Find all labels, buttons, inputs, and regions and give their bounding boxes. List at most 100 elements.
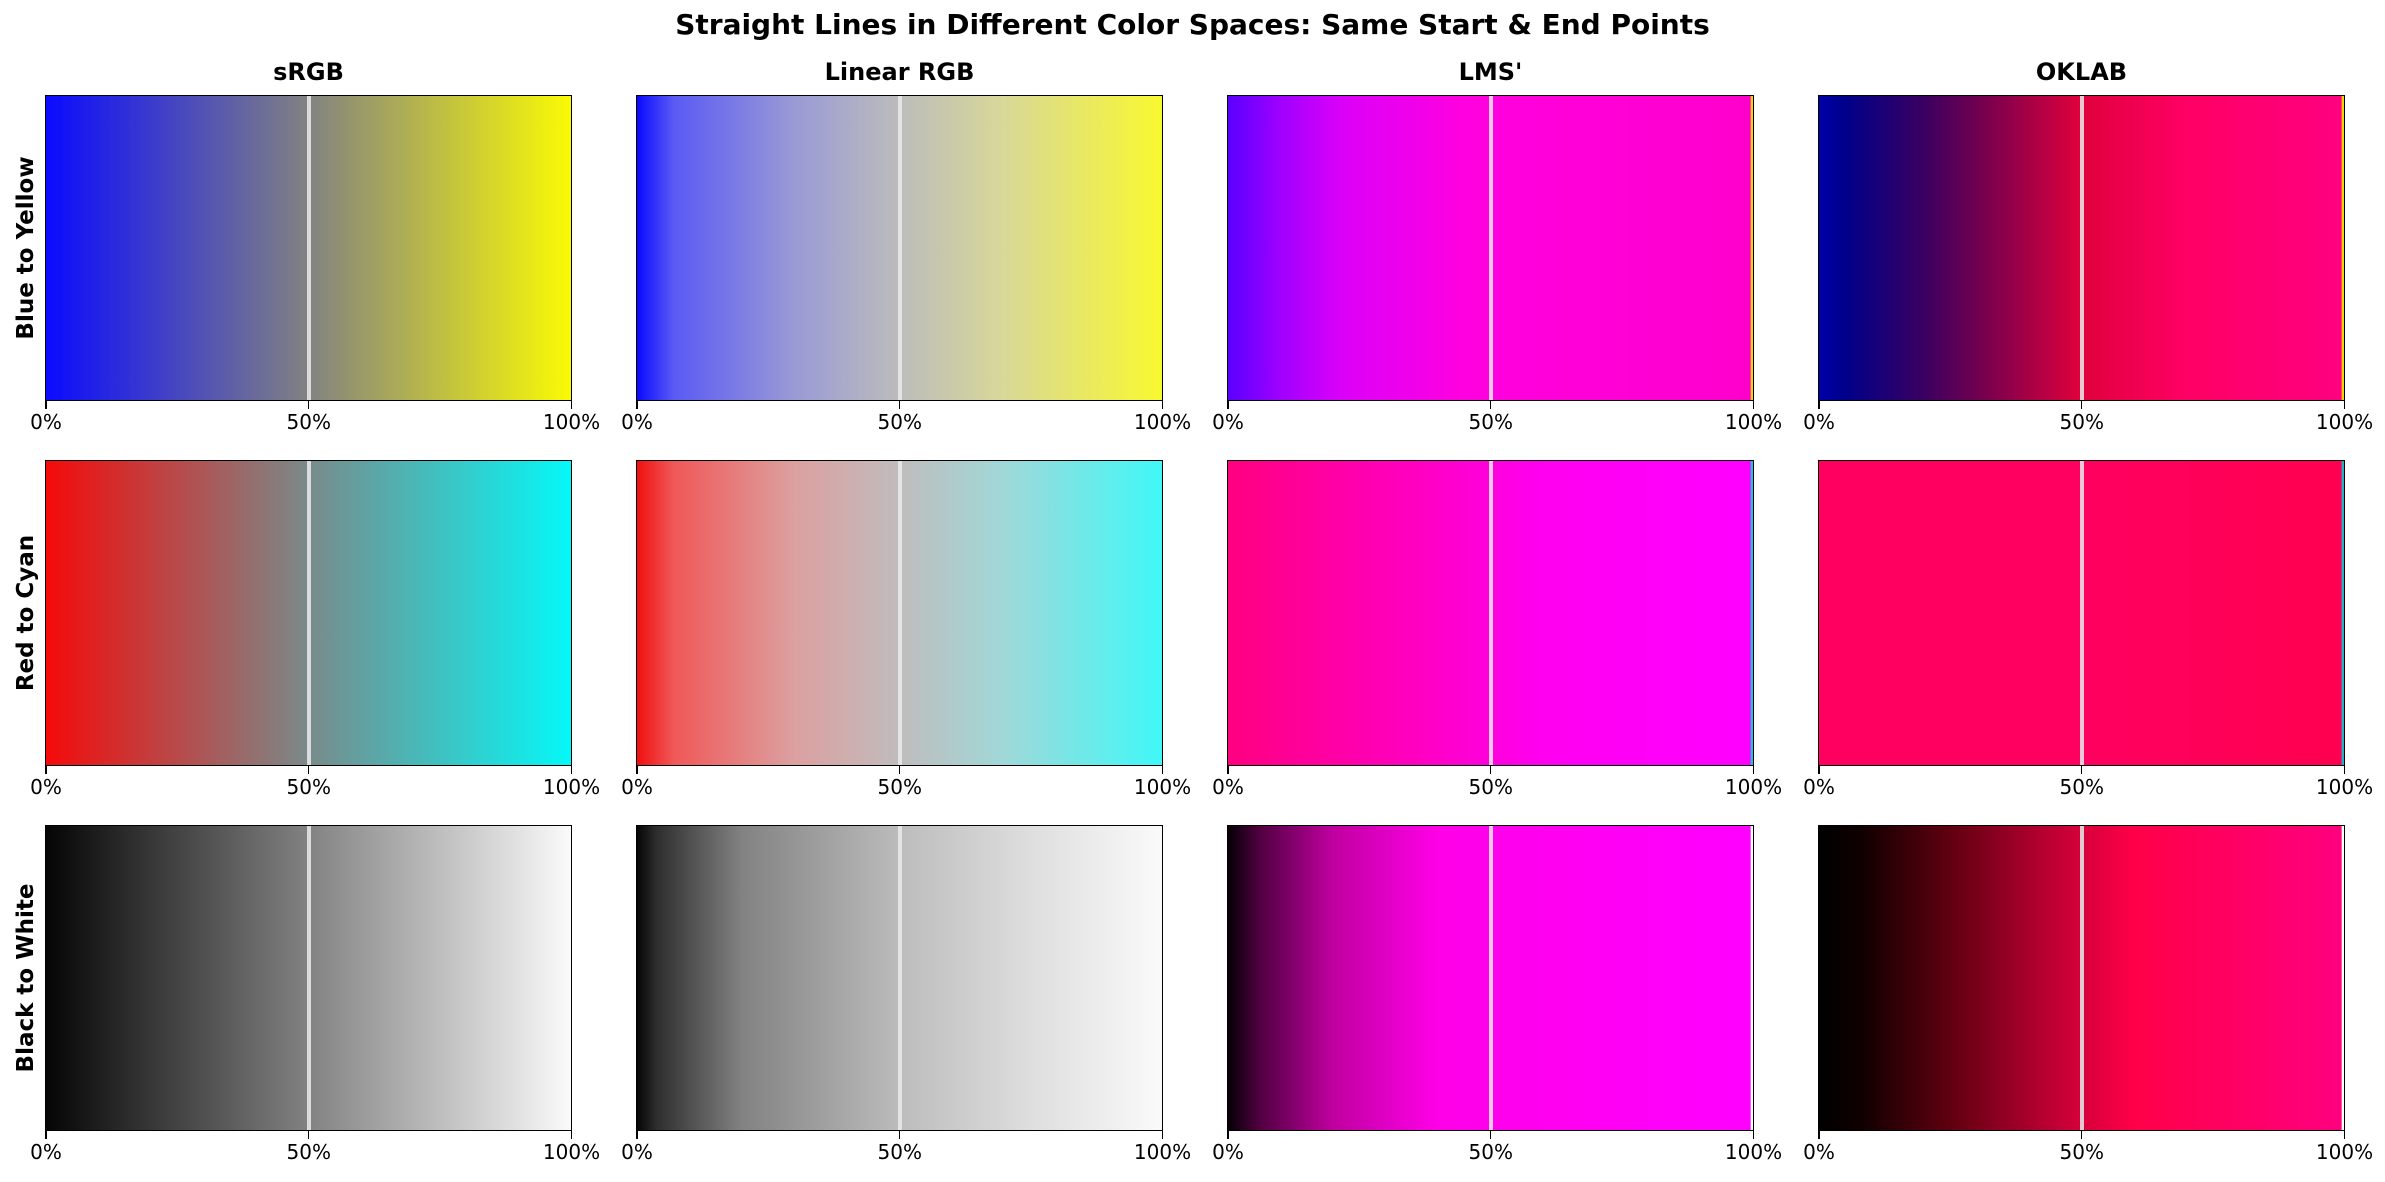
x-tick-label: 0% <box>1803 1140 1835 1164</box>
midpoint-line <box>897 461 902 765</box>
x-tick <box>1227 766 1229 774</box>
x-tick <box>307 1131 310 1139</box>
x-tick <box>636 766 638 774</box>
x-tick-label: 50% <box>877 1140 922 1164</box>
gradient-panel-black-to-white-linear-rgb <box>636 825 1163 1131</box>
x-tick-label: 50% <box>2059 775 2104 799</box>
x-tick <box>45 401 47 409</box>
x-tick-label: 0% <box>1212 775 1244 799</box>
midpoint-line <box>897 826 902 1130</box>
gradient-panel-red-to-cyan-oklab <box>1818 460 2345 766</box>
gradient-panel-red-to-cyan-lms <box>1227 460 1754 766</box>
x-tick <box>2080 766 2083 774</box>
x-tick <box>1161 1131 1163 1139</box>
gradient-panel-black-to-white-oklab <box>1818 825 2345 1131</box>
column-title-oklab: OKLAB <box>2035 58 2128 86</box>
x-tick-label: 100% <box>542 775 601 799</box>
x-tick-label: 0% <box>1212 410 1244 434</box>
x-tick-label: 0% <box>30 775 62 799</box>
x-tick-label: 100% <box>542 1140 601 1164</box>
x-tick-label: 50% <box>877 410 922 434</box>
x-tick <box>1752 1131 1754 1139</box>
gradient-panel-blue-to-yellow-lms <box>1227 95 1754 401</box>
x-tick <box>1752 401 1754 409</box>
x-tick <box>1489 401 1492 409</box>
gradient-panel-black-to-white-lms <box>1227 825 1754 1131</box>
x-tick <box>2343 1131 2345 1139</box>
row-title-blue-to-yellow: Blue to Yellow <box>13 156 39 340</box>
x-tick-label: 50% <box>2059 1140 2104 1164</box>
midpoint-line <box>1488 826 1493 1130</box>
x-tick <box>307 401 310 409</box>
column-title-linear-rgb: Linear RGB <box>824 58 975 86</box>
x-tick <box>1818 1131 1820 1139</box>
midpoint-line <box>2079 826 2084 1130</box>
x-tick-label: 100% <box>2315 410 2374 434</box>
x-tick <box>2343 401 2345 409</box>
gradient-panel-red-to-cyan-linear-rgb <box>636 460 1163 766</box>
x-tick-label: 100% <box>2315 1140 2374 1164</box>
x-tick <box>2080 401 2083 409</box>
midpoint-line <box>1488 461 1493 765</box>
x-tick <box>1161 401 1163 409</box>
x-tick-label: 50% <box>1468 775 1513 799</box>
x-tick <box>1818 401 1820 409</box>
x-tick <box>45 766 47 774</box>
x-tick-label: 50% <box>286 410 331 434</box>
gradient-panel-red-to-cyan-srgb <box>45 460 572 766</box>
x-tick-label: 0% <box>621 1140 653 1164</box>
x-tick-label: 0% <box>1803 410 1835 434</box>
x-tick-label: 50% <box>286 1140 331 1164</box>
x-tick-label: 100% <box>1724 410 1783 434</box>
x-tick <box>1227 1131 1229 1139</box>
x-tick-label: 50% <box>1468 1140 1513 1164</box>
x-tick <box>307 766 310 774</box>
x-tick <box>636 1131 638 1139</box>
gradient-panel-blue-to-yellow-oklab <box>1818 95 2345 401</box>
x-tick-label: 0% <box>30 1140 62 1164</box>
x-tick-label: 0% <box>621 410 653 434</box>
x-tick-label: 50% <box>286 775 331 799</box>
midpoint-line <box>306 96 311 400</box>
x-tick-label: 100% <box>1133 775 1192 799</box>
x-tick <box>1161 766 1163 774</box>
midpoint-line <box>306 461 311 765</box>
x-tick <box>1818 766 1820 774</box>
x-tick <box>898 1131 901 1139</box>
x-tick <box>1227 401 1229 409</box>
x-tick-label: 50% <box>877 775 922 799</box>
x-tick <box>1752 766 1754 774</box>
gradient-panel-blue-to-yellow-srgb <box>45 95 572 401</box>
column-title-lms: LMS' <box>1458 58 1523 86</box>
x-tick <box>570 1131 572 1139</box>
x-tick-label: 0% <box>1803 775 1835 799</box>
gradient-panel-blue-to-yellow-linear-rgb <box>636 95 1163 401</box>
midpoint-line <box>2079 461 2084 765</box>
x-tick <box>45 1131 47 1139</box>
x-tick-label: 100% <box>542 410 601 434</box>
x-tick-label: 0% <box>30 410 62 434</box>
x-tick <box>2343 766 2345 774</box>
gradient-panel-black-to-white-srgb <box>45 825 572 1131</box>
x-tick-label: 0% <box>621 775 653 799</box>
x-tick-label: 100% <box>2315 775 2374 799</box>
midpoint-line <box>897 96 902 400</box>
row-title-black-to-white: Black to White <box>13 883 39 1073</box>
x-tick-label: 50% <box>2059 410 2104 434</box>
chart-title: Straight Lines in Different Color Spaces… <box>675 8 1710 41</box>
x-tick <box>1489 1131 1492 1139</box>
x-tick-label: 100% <box>1724 1140 1783 1164</box>
x-tick <box>1489 766 1492 774</box>
x-tick-label: 50% <box>1468 410 1513 434</box>
midpoint-line <box>2079 96 2084 400</box>
x-tick <box>570 766 572 774</box>
midpoint-line <box>306 826 311 1130</box>
x-tick <box>898 401 901 409</box>
x-tick-label: 100% <box>1724 775 1783 799</box>
x-tick-label: 100% <box>1133 1140 1192 1164</box>
x-tick <box>636 401 638 409</box>
x-tick-label: 0% <box>1212 1140 1244 1164</box>
x-tick-label: 100% <box>1133 410 1192 434</box>
x-tick <box>570 401 572 409</box>
column-title-srgb: sRGB <box>273 58 344 86</box>
